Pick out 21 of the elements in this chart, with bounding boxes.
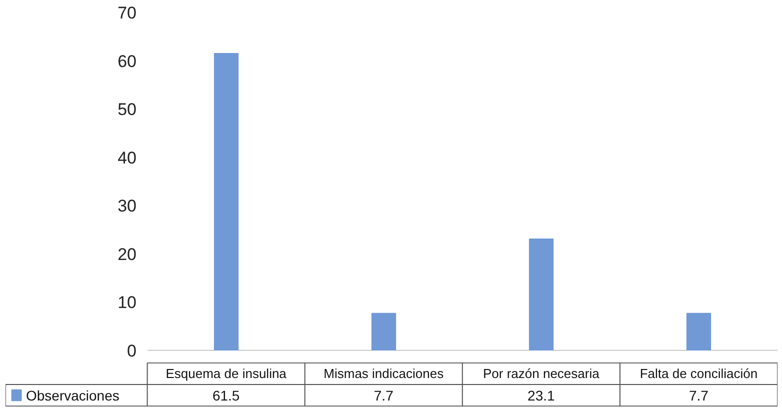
y-tick-label: 20 (118, 244, 137, 264)
y-tick-label: 30 (118, 196, 137, 216)
x-tick-label: Mismas indicaciones (324, 366, 444, 382)
x-tick-label: Esquema de insulina (166, 366, 288, 382)
y-tick-label: 10 (118, 293, 137, 312)
y-tick-label: 60 (118, 52, 137, 71)
bar (528, 238, 554, 350)
y-tick-label: 70 (118, 4, 137, 22)
data-label: 23.1 (528, 387, 556, 404)
legend-label: Observaciones (26, 387, 120, 404)
y-tick-label: 50 (118, 100, 137, 120)
data-label: 61.5 (212, 387, 240, 404)
bar (371, 312, 396, 350)
bar (686, 312, 712, 350)
bar (214, 53, 239, 350)
x-tick-label: Por razón necesaria (483, 366, 600, 382)
y-tick-label: 40 (118, 148, 137, 168)
data-label: 7.7 (374, 387, 394, 404)
data-label: 7.7 (688, 387, 709, 404)
x-tick-label: Falta de conciliación (640, 366, 758, 382)
y-tick-label: 0 (127, 342, 137, 360)
